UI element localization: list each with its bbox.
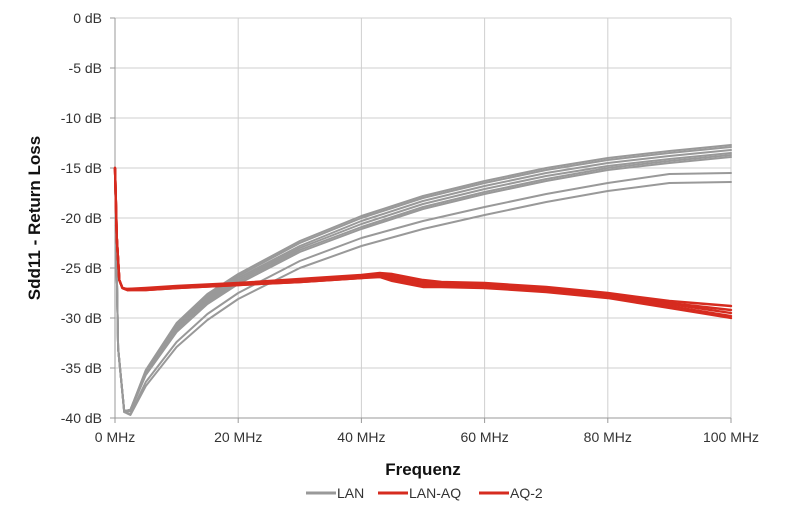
legend-label-aq-2: AQ-2 xyxy=(510,485,543,501)
y-tick-label: -10 dB xyxy=(61,110,102,126)
x-tick-label: 60 MHz xyxy=(460,429,508,445)
series-line-lan xyxy=(114,144,732,412)
grid xyxy=(110,17,732,423)
y-tick-label: -5 dB xyxy=(69,60,102,76)
series-line-aq-2 xyxy=(113,166,733,320)
y-axis-title: Sdd11 - Return Loss xyxy=(25,136,44,300)
series-lines xyxy=(113,144,733,416)
series-line-lan-aq xyxy=(113,166,733,312)
y-tick-label: -35 dB xyxy=(61,360,102,376)
y-tick-label: -30 dB xyxy=(61,310,102,326)
legend-label-lan: LAN xyxy=(337,485,364,501)
series-line-lan xyxy=(114,156,732,413)
x-tick-label: 0 MHz xyxy=(95,429,135,445)
y-tick-label: 0 dB xyxy=(73,10,102,26)
x-axis-ticks: 0 MHz 20 MHz 40 MHz 60 MHz 80 MHz 100 MHz xyxy=(95,429,759,445)
legend-label-lan-aq: LAN-AQ xyxy=(409,485,461,501)
series-line-lan-aq xyxy=(113,166,733,315)
y-tick-label: -20 dB xyxy=(61,210,102,226)
x-tick-label: 100 MHz xyxy=(703,429,759,445)
y-axis-ticks: 0 dB -5 dB -10 dB -15 dB -20 dB -25 dB -30 dB -… xyxy=(61,10,102,426)
x-tick-label: 20 MHz xyxy=(214,429,262,445)
x-tick-label: 80 MHz xyxy=(584,429,632,445)
y-tick-label: -40 dB xyxy=(61,410,102,426)
x-axis-title: Frequenz xyxy=(385,460,461,479)
legend: LAN LAN-AQ AQ-2 xyxy=(306,485,543,501)
y-tick-label: -15 dB xyxy=(61,160,102,176)
x-tick-label: 40 MHz xyxy=(337,429,385,445)
y-tick-label: -25 dB xyxy=(61,260,102,276)
